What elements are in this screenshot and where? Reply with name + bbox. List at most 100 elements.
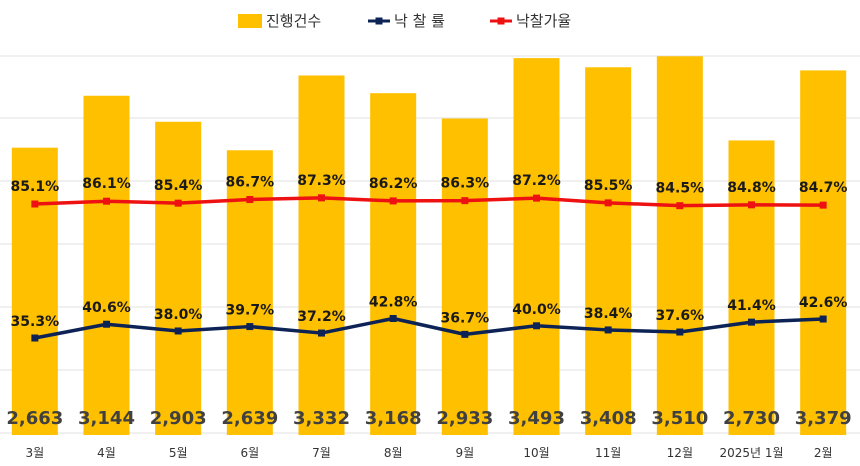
bar-value-label: 3,144 (78, 408, 135, 429)
rate-value-label: 41.4% (727, 298, 776, 314)
rate-marker (676, 328, 684, 336)
bar-value-label: 2,730 (723, 408, 780, 429)
rate-line (34, 316, 824, 340)
rate-value-label: 42.8% (369, 295, 418, 311)
price-marker (748, 201, 755, 209)
x-tick-label: 10월 (523, 446, 549, 460)
bar (656, 56, 703, 436)
bar (298, 75, 345, 435)
bar-value-label: 2,663 (6, 408, 63, 429)
bar-value-label: 3,379 (795, 408, 852, 429)
bar-value-label: 3,510 (651, 408, 708, 429)
x-tick-label: 12월 (667, 446, 693, 460)
x-tick-label: 11월 (595, 446, 621, 460)
rate-value-label: 35.3% (11, 314, 60, 330)
rate-marker (318, 329, 325, 337)
x-tick-label: 2025년 1월 (719, 446, 783, 460)
rate-value-label: 38.4% (584, 306, 633, 322)
legend-label: 낙 찰 률 (394, 12, 445, 30)
price-value-label: 87.2% (512, 173, 561, 189)
legend-swatch (238, 14, 262, 28)
rate-value-label: 39.7% (226, 303, 275, 319)
price-value-label: 85.5% (584, 178, 633, 194)
gridlines (0, 55, 860, 434)
rate-value-label: 37.2% (297, 309, 346, 325)
price-value-label: 84.5% (656, 181, 705, 197)
rate-marker (246, 323, 254, 331)
price-line (34, 196, 824, 208)
bar (226, 150, 273, 436)
rate-marker (748, 318, 755, 326)
x-tick-label: 4월 (97, 446, 116, 460)
price-value-label: 86.2% (369, 176, 418, 192)
bar (728, 140, 775, 436)
price-marker (103, 197, 110, 205)
rate-marker (174, 327, 182, 335)
bar-value-labels: 2,663 3,144 2,903 2,639 3,332 3,168 2,933 3,493… (6, 408, 851, 429)
price-value-label: 86.7% (226, 175, 275, 191)
rate-value-label: 42.6% (799, 295, 848, 311)
x-tick-label: 8월 (384, 446, 403, 460)
bar-value-label: 3,332 (293, 408, 350, 429)
bar-value-label: 3,408 (580, 408, 637, 429)
price-marker (604, 199, 612, 207)
bar-value-label: 3,493 (508, 408, 565, 429)
bar (513, 58, 560, 436)
price-marker (819, 201, 827, 209)
rate-value-label: 38.0% (154, 307, 203, 323)
x-tick-label: 5월 (169, 446, 188, 460)
bar (370, 93, 417, 436)
rate-value-label: 36.7% (441, 310, 490, 326)
price-marker (31, 200, 39, 208)
x-axis-tick-labels: 3월 4월 5월 6월 7월 8월 9월 10월 11월 12월 2025년 1월 2월 (25, 446, 832, 460)
bar-value-label: 2,903 (150, 408, 207, 429)
x-tick-label: 2월 (814, 446, 833, 460)
rate-marker (461, 330, 469, 338)
bar (800, 70, 847, 436)
rate-value-label: 37.6% (656, 308, 705, 324)
bar-series-진행건수 (11, 56, 847, 436)
price-value-label: 84.7% (799, 180, 848, 196)
rate-value-label: 40.6% (82, 300, 131, 316)
legend-marker (497, 17, 505, 25)
price-value-label: 85.1% (11, 179, 60, 195)
bar (441, 118, 488, 435)
price-marker (389, 197, 397, 205)
bar-value-label: 3,168 (365, 408, 422, 429)
price-marker (461, 197, 469, 205)
price-marker (174, 199, 182, 207)
rate-marker (604, 326, 612, 334)
price-marker (318, 194, 325, 202)
x-tick-label: 7월 (312, 446, 331, 460)
rate-marker (31, 334, 39, 342)
legend-marker (375, 17, 383, 25)
legend-label: 낙찰가율 (516, 12, 571, 30)
price-value-label: 86.1% (82, 176, 131, 192)
line-series (31, 194, 827, 342)
bar (155, 121, 202, 435)
bar (11, 147, 58, 435)
price-value-label: 87.3% (297, 173, 346, 189)
legend: 진행건수 낙 찰 률 낙찰가율 (238, 12, 571, 30)
bar-value-label: 2,933 (436, 408, 493, 429)
legend-label: 진행건수 (266, 12, 321, 30)
price-value-label: 86.3% (441, 176, 490, 192)
bar (585, 67, 632, 436)
bar-value-label: 2,639 (221, 408, 278, 429)
price-marker (246, 196, 254, 204)
x-tick-label: 9월 (455, 446, 474, 460)
rate-value-label: 40.0% (512, 302, 561, 318)
price-value-label: 84.8% (727, 180, 776, 196)
rate-marker (533, 322, 540, 330)
x-tick-label: 6월 (240, 446, 259, 460)
bar (83, 95, 130, 436)
x-tick-label: 3월 (25, 446, 44, 460)
rate-marker (103, 320, 110, 328)
price-marker (676, 202, 684, 210)
point-labels: 35.3% 40.6% 38.0% 39.7% 37.2% 42.8% 36.7% 40.0%… (11, 173, 848, 330)
rate-marker (819, 315, 827, 323)
price-marker (533, 194, 540, 202)
rate-marker (389, 315, 397, 322)
price-value-label: 85.4% (154, 178, 203, 194)
